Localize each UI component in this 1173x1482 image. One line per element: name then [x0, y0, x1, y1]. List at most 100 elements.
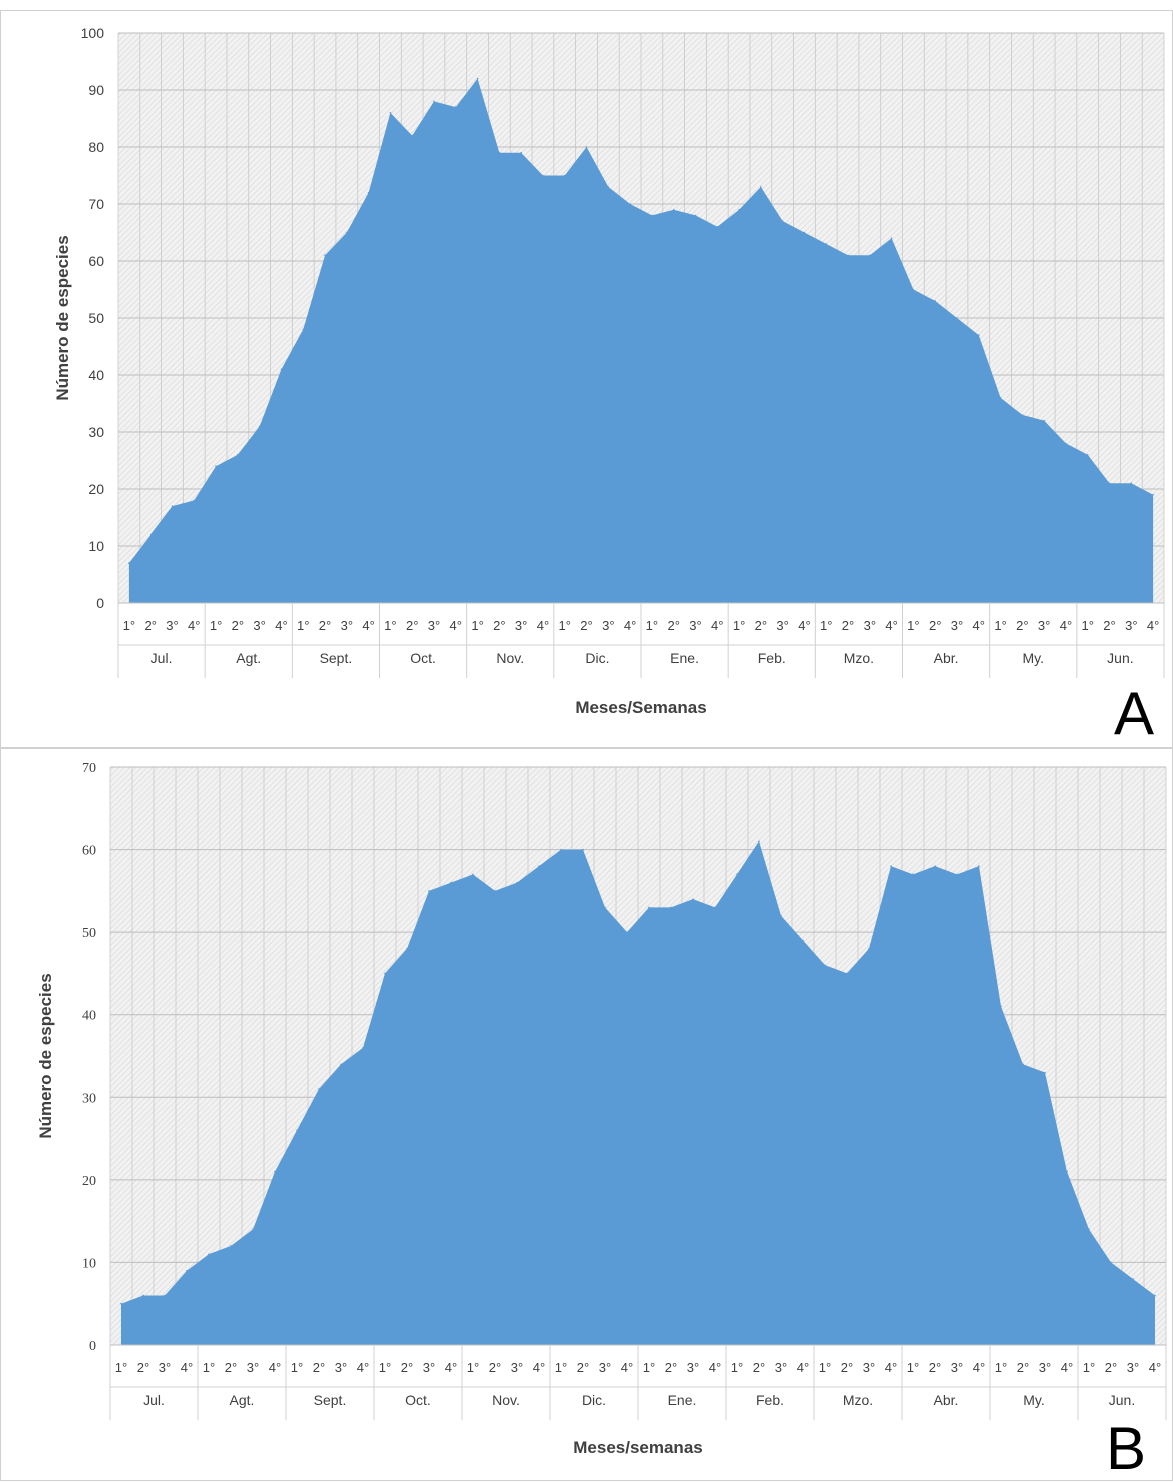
- data-point: [258, 425, 261, 428]
- data-point: [672, 208, 675, 211]
- data-point: [824, 964, 826, 966]
- data-point: [648, 906, 650, 909]
- data-point: [890, 237, 893, 239]
- y-tick-label: 50: [82, 926, 96, 941]
- month-tick-label: Feb.: [756, 1392, 784, 1408]
- week-tick-label: 1°: [297, 618, 309, 633]
- data-point: [692, 898, 694, 900]
- y-tick-label: 30: [88, 424, 104, 440]
- week-tick-label: 4°: [1060, 618, 1072, 633]
- area-chart-a: 0 10 20 30 40 50 60 70 80 90 100 1° 2° 3° 4° 1° 2° 3° 4° 1°…: [53, 25, 1165, 747]
- data-point: [120, 1302, 122, 1305]
- y-tick-label: 60: [82, 844, 96, 859]
- data-point: [406, 947, 408, 950]
- panel-letter: B: [1106, 1415, 1146, 1482]
- y-tick-label: 90: [88, 82, 104, 98]
- week-tick-label: 3°: [776, 618, 788, 633]
- week-tick-label: 2°: [137, 1360, 149, 1375]
- data-point: [956, 317, 958, 319]
- week-tick-label: 3°: [1125, 618, 1137, 633]
- data-point: [230, 1245, 232, 1247]
- data-point: [1110, 1261, 1112, 1264]
- data-point: [1065, 442, 1067, 445]
- y-axis-title: Número de especies: [53, 235, 72, 400]
- data-point: [494, 890, 496, 892]
- data-point: [516, 881, 518, 884]
- week-tick-label: 4°: [1061, 1360, 1073, 1375]
- data-point: [1044, 1071, 1046, 1074]
- week-tick-label: 3°: [863, 1360, 875, 1375]
- week-tick-label: 3°: [511, 1360, 523, 1375]
- week-tick-label: 4°: [188, 618, 200, 633]
- week-tick-label: 3°: [687, 1360, 699, 1375]
- month-tick-label: Agt.: [236, 650, 261, 666]
- month-tick-label: Dic.: [582, 1392, 606, 1408]
- data-point: [346, 231, 348, 234]
- data-point: [626, 931, 628, 933]
- week-tick-label: 2°: [580, 618, 592, 633]
- data-point: [193, 499, 196, 502]
- month-tick-label: My.: [1022, 650, 1044, 666]
- data-point: [847, 254, 849, 257]
- data-point: [563, 174, 566, 177]
- week-tick-label: 3°: [1039, 1360, 1051, 1375]
- month-tick-label: Nov.: [496, 650, 524, 666]
- week-tick-label: 1°: [733, 618, 745, 633]
- month-tick-label: Abr.: [934, 650, 959, 666]
- data-point: [582, 848, 584, 851]
- data-point: [280, 368, 283, 371]
- data-point: [736, 873, 738, 876]
- y-tick-label: 60: [88, 253, 104, 269]
- data-point: [694, 214, 697, 217]
- week-tick-label: 1°: [995, 1360, 1007, 1375]
- data-point: [651, 214, 653, 217]
- data-point: [585, 146, 588, 148]
- week-tick-label: 1°: [559, 618, 571, 633]
- week-tick-label: 4°: [275, 618, 287, 633]
- data-point: [498, 151, 501, 154]
- data-point: [318, 1088, 320, 1090]
- data-point: [868, 947, 870, 950]
- y-tick-label: 80: [88, 139, 104, 155]
- week-tick-label: 2°: [1103, 618, 1115, 633]
- week-tick-label: 4°: [711, 618, 723, 633]
- data-point: [714, 906, 716, 909]
- y-tick-label: 10: [82, 1256, 96, 1271]
- week-tick-label: 1°: [643, 1360, 655, 1375]
- week-tick-label: 2°: [665, 1360, 677, 1375]
- data-point: [237, 454, 239, 456]
- data-point: [324, 254, 326, 257]
- data-point: [803, 231, 806, 234]
- week-tick-label: 3°: [341, 618, 353, 633]
- data-point: [171, 505, 174, 507]
- week-tick-label: 1°: [467, 1360, 479, 1375]
- week-tick-label: 2°: [319, 618, 331, 633]
- data-point: [1066, 1170, 1068, 1173]
- week-tick-label: 2°: [493, 618, 505, 633]
- week-tick-label: 1°: [471, 618, 483, 633]
- series-area: [128, 78, 1154, 604]
- week-tick-label: 4°: [973, 1360, 985, 1375]
- data-point: [1130, 482, 1133, 485]
- data-point: [934, 300, 936, 302]
- week-tick-label: 1°: [820, 618, 832, 633]
- month-tick-label: Mzo.: [843, 1392, 873, 1408]
- week-tick-label: 3°: [951, 618, 963, 633]
- week-tick-label: 3°: [253, 618, 265, 633]
- week-tick-label: 2°: [841, 1360, 853, 1375]
- y-tick-label: 40: [82, 1009, 96, 1024]
- data-point: [1021, 414, 1024, 416]
- week-tick-label: 1°: [291, 1360, 303, 1375]
- data-point: [296, 1129, 298, 1132]
- week-tick-label: 3°: [247, 1360, 259, 1375]
- week-tick-label: 2°: [489, 1360, 501, 1375]
- data-point: [340, 1063, 342, 1066]
- data-point: [476, 77, 479, 80]
- data-point: [542, 174, 544, 177]
- data-point: [208, 1253, 210, 1255]
- week-tick-label: 4°: [362, 618, 374, 633]
- data-point: [520, 151, 522, 154]
- data-point: [450, 881, 452, 884]
- data-point: [1000, 1005, 1002, 1008]
- week-tick-label: 1°: [819, 1360, 831, 1375]
